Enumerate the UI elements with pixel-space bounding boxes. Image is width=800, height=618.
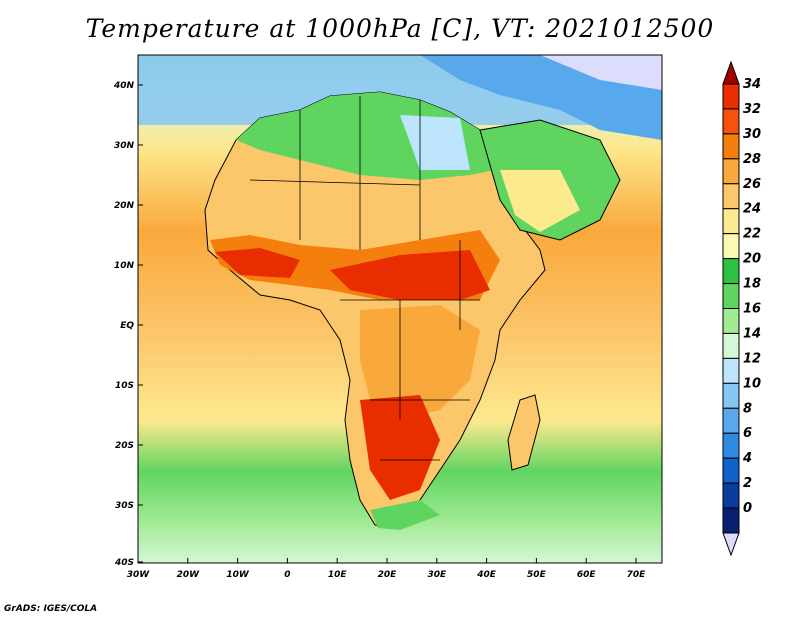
colorbar-swatch	[722, 507, 740, 534]
colorbar-swatch	[722, 407, 740, 434]
colorbar-label: 28	[743, 152, 761, 167]
southern-hot-zone	[360, 395, 440, 500]
lat-label: EQ	[120, 321, 134, 331]
lon-label: 60E	[577, 570, 597, 580]
lat-label: 40S	[114, 558, 134, 568]
lon-label: 20E	[378, 570, 398, 580]
colorbar-swatch	[722, 432, 740, 459]
colorbar-label: 26	[743, 177, 761, 192]
west-hot-core	[215, 248, 300, 278]
lat-label: 30N	[114, 141, 135, 151]
lat-label: 10N	[114, 261, 135, 271]
latitude-axis: 40N 30N 20N 10N EQ 10S 20S 30S 40S	[113, 81, 143, 568]
colorbar-swatch	[722, 108, 740, 135]
lat-label: 10S	[115, 381, 134, 391]
colorbar-swatch	[722, 457, 740, 484]
longitude-axis: 30W 20W 10W 0 10E 20E 30E 40E 50E 60E 70E	[127, 558, 646, 580]
colorbar-swatch	[722, 308, 740, 334]
arabia-warm	[500, 170, 580, 232]
map-border	[137, 54, 663, 564]
colorbar-swatch	[722, 283, 740, 309]
colorbar-swatch	[722, 482, 740, 509]
map-title: Temperature at 1000hPa [C], VT: 20210125…	[85, 14, 715, 43]
colorbar-label: 8	[743, 401, 752, 416]
lon-label: 10E	[328, 570, 348, 580]
colorbar-label: 0	[743, 501, 752, 516]
south-tip-cool	[370, 500, 440, 530]
central-hot-core	[330, 250, 490, 300]
temperature-map	[138, 55, 662, 563]
colorbar-swatch	[722, 382, 740, 409]
lat-label: 30S	[115, 501, 134, 511]
colorbar-label: 16	[743, 302, 761, 317]
colorbar-label: 10	[743, 376, 761, 391]
colorbar-label: 4	[742, 451, 752, 466]
colorbar-swatch	[722, 208, 740, 235]
lon-label: 30E	[427, 570, 447, 580]
lon-label: 30W	[127, 570, 151, 580]
madagascar	[507, 394, 541, 471]
colorbar-swatch	[722, 357, 740, 384]
colorbar-label: 12	[743, 351, 761, 366]
colorbar-label: 30	[743, 127, 761, 142]
lat-label: 40N	[113, 81, 135, 91]
colorbar-label: 14	[743, 326, 761, 341]
arctic-region	[540, 55, 662, 90]
lon-label: 50E	[527, 570, 547, 580]
colorbar-label: 34	[743, 77, 761, 92]
lon-label: 20W	[177, 570, 201, 580]
lon-label: 40E	[476, 570, 497, 580]
lon-label: 70E	[627, 570, 647, 580]
lat-label: 20N	[114, 201, 135, 211]
colorbar-swatch	[722, 133, 740, 160]
colorbar-label: 24	[743, 202, 761, 217]
credit-text: GrADS: IGES/COLA	[4, 604, 98, 614]
colorbar-bottom-arrow	[722, 532, 740, 557]
colorbar-label: 18	[743, 277, 761, 292]
colorbar-swatch	[722, 233, 740, 260]
lat-label: 20S	[115, 441, 134, 451]
country-borders	[249, 96, 480, 461]
colorbar-swatch	[722, 158, 740, 185]
egypt-cool-zone	[400, 115, 470, 170]
colorbar-label: 2	[743, 476, 752, 491]
lon-label: 0	[284, 570, 290, 580]
central-warm-zone	[360, 305, 480, 420]
colorbar-swatch	[722, 183, 740, 210]
colorbar-label: 6	[743, 426, 752, 441]
colorbar-label: 32	[743, 102, 761, 117]
colorbar-swatch	[722, 83, 740, 110]
colorbar-swatch	[722, 258, 740, 285]
colorbar-label: 22	[743, 227, 761, 242]
colorbar-swatch	[722, 332, 740, 359]
colorbar-top-arrow	[722, 60, 740, 85]
lon-label: 10W	[226, 570, 250, 580]
colorbar-label: 20	[743, 252, 761, 267]
